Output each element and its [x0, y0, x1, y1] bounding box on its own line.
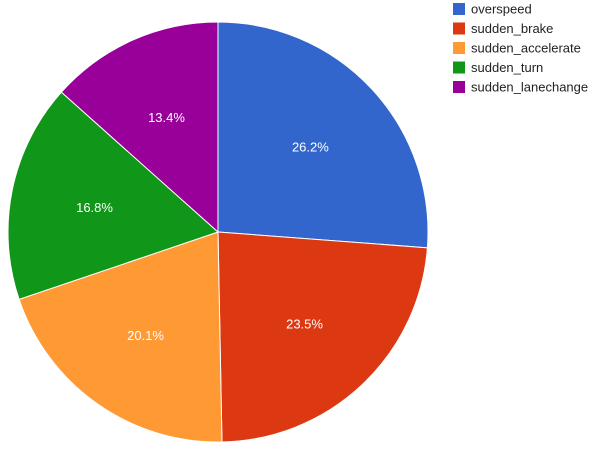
pie-slice-sudden-brake — [217, 231, 428, 443]
legend-item-sudden-lanechange: sudden_lanechange — [453, 80, 588, 95]
legend-label: sudden_lanechange — [471, 80, 588, 95]
pie-slice-sudden-accelerate — [18, 231, 223, 443]
legend-swatch — [453, 42, 465, 54]
legend-label: sudden_turn — [471, 60, 543, 75]
slice-label-sudden-accelerate: 20.1% — [127, 328, 164, 343]
slice-label-sudden-turn: 16.8% — [76, 200, 113, 215]
slice-label-sudden-brake: 23.5% — [286, 317, 323, 332]
pie-slice-labels: 26.2% 23.5% 20.1% 16.8% 13.4% — [76, 110, 329, 343]
slice-label-sudden-lanechange: 13.4% — [148, 110, 185, 125]
legend-item-sudden-brake: sudden_brake — [453, 21, 553, 36]
legend-swatch — [453, 22, 465, 35]
pie-slice-sudden-lanechange — [60, 21, 219, 234]
pie-slices — [7, 21, 429, 443]
legend-label: sudden_accelerate — [471, 41, 581, 56]
pie-slice-sudden-turn — [7, 91, 219, 301]
pie-slice-overspeed — [217, 21, 429, 249]
legend-swatch — [453, 3, 465, 15]
slice-label-overspeed: 26.2% — [292, 139, 329, 154]
legend-swatch — [453, 61, 465, 74]
legend-item-sudden-accelerate: sudden_accelerate — [453, 41, 581, 56]
legend-swatch — [453, 81, 465, 93]
legend: overspeed sudden_brake sudden_acceleratesu… — [453, 2, 588, 95]
legend-label: overspeed — [471, 2, 532, 17]
legend-item-overspeed: overspeed — [453, 2, 532, 17]
legend-label: sudden_brake — [471, 21, 553, 36]
legend-item-sudden-turn: sudden_turn — [453, 60, 543, 75]
